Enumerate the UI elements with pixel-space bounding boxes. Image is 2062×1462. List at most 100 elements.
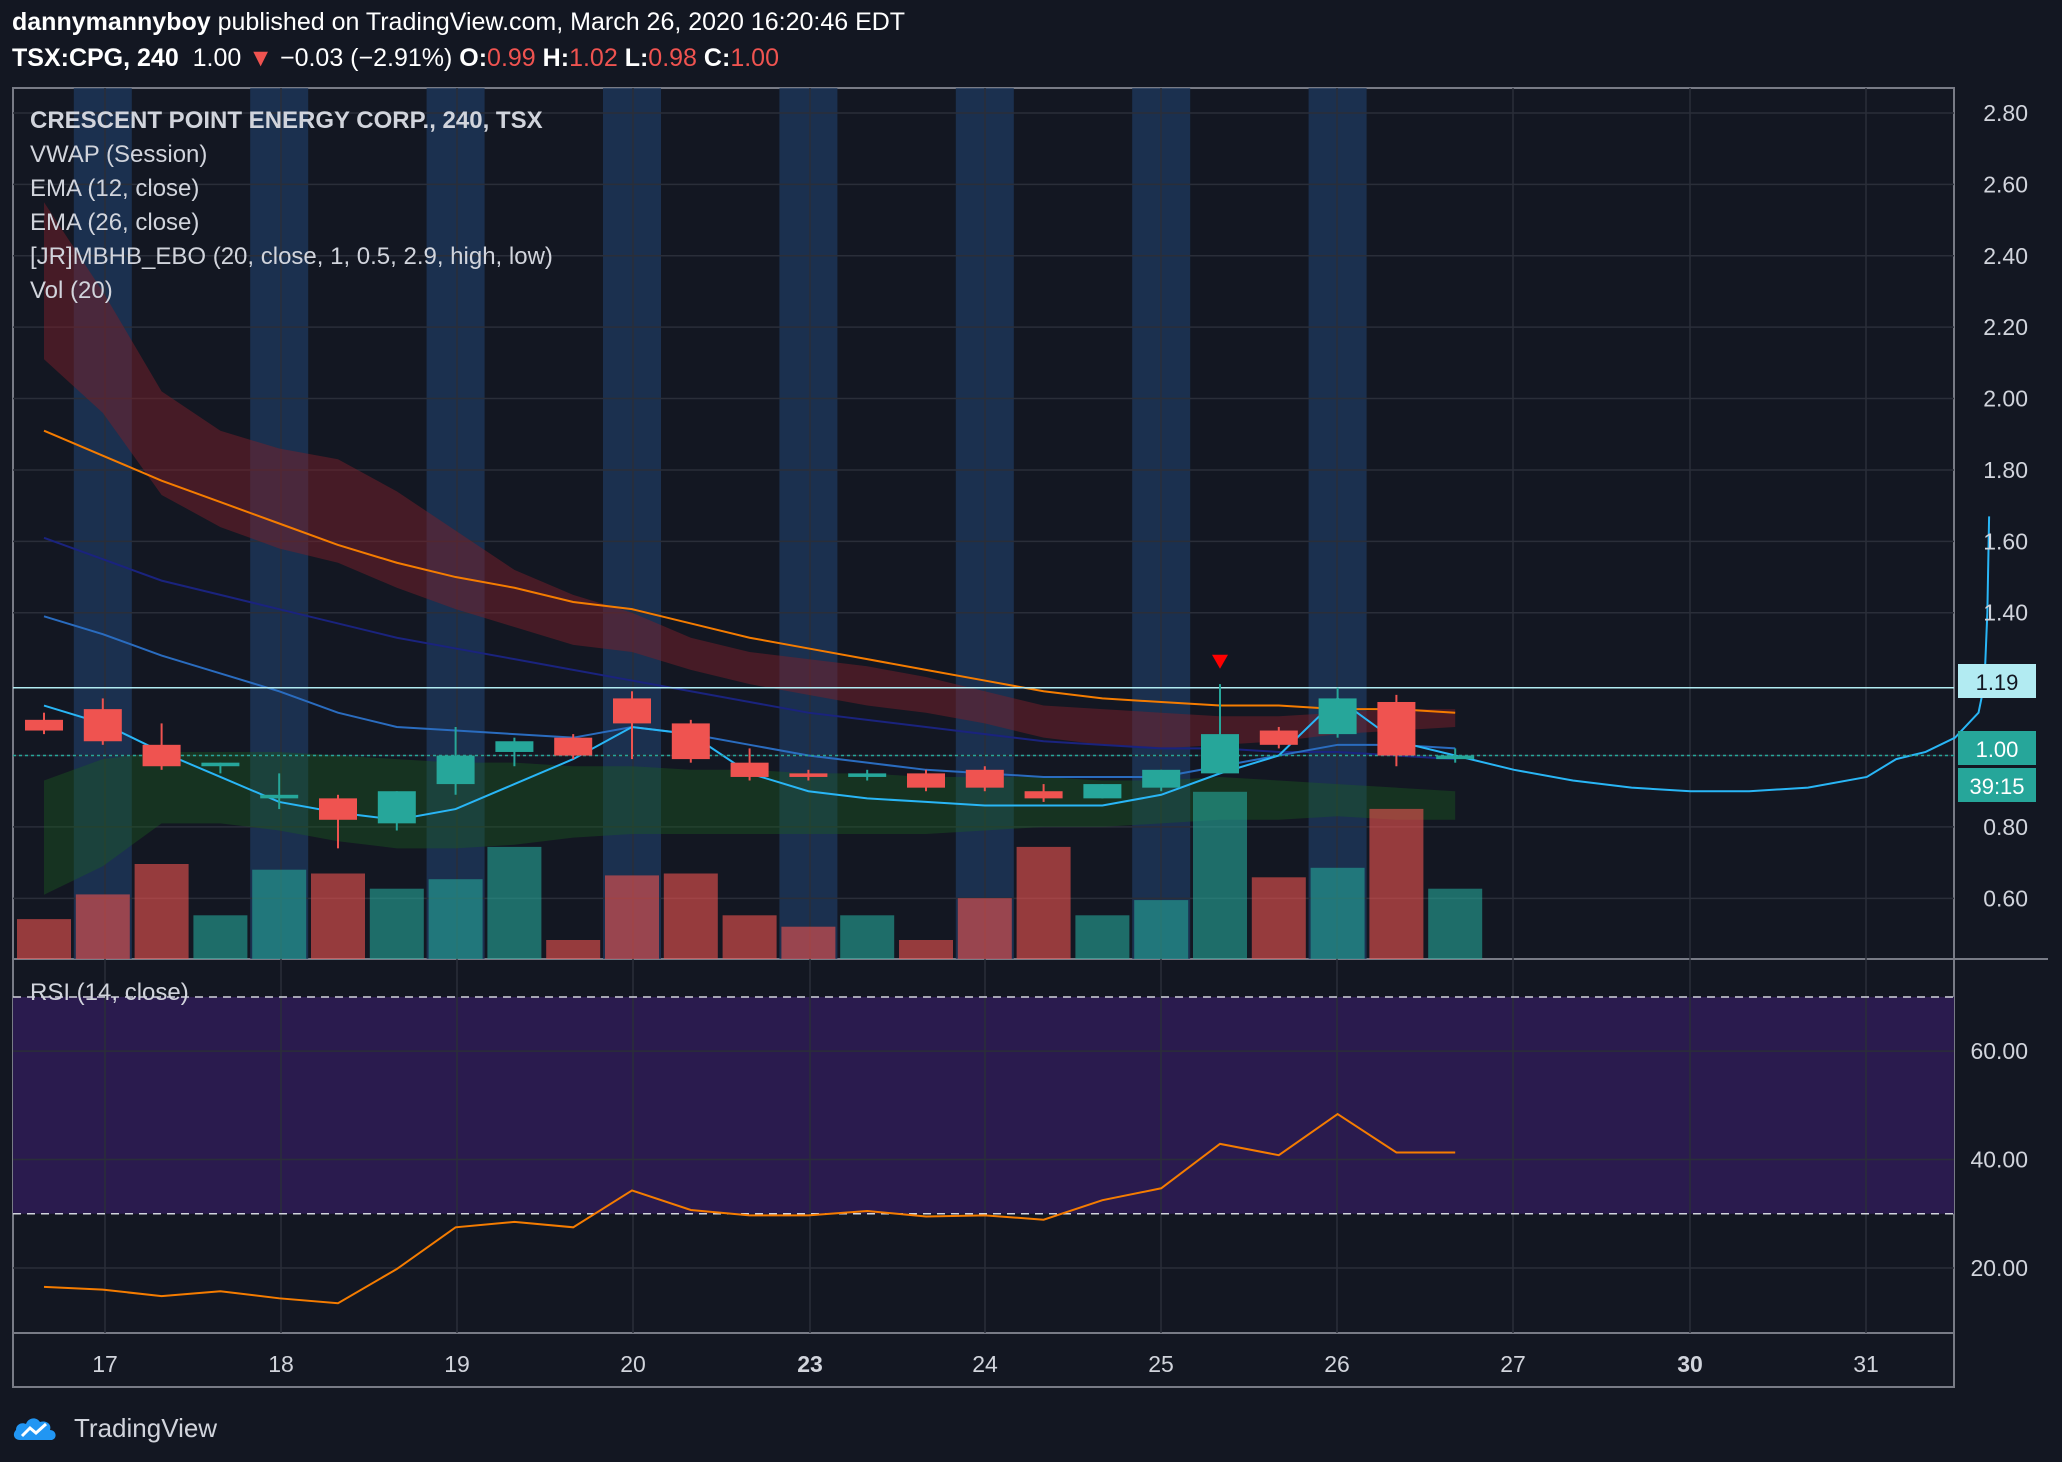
rsi-line	[43, 1112, 1456, 1305]
candle-body	[730, 762, 769, 777]
low-label: L:	[624, 44, 649, 72]
legend-volume[interactable]: Vol (20)	[30, 277, 113, 304]
candle-body	[554, 737, 593, 756]
rsi-tick-label: 20.00	[1970, 1255, 2028, 1281]
rsi-tick-label: 40.00	[1970, 1147, 2028, 1173]
volume-bar	[1310, 867, 1365, 959]
time-tick-label: 17	[92, 1351, 118, 1377]
ebo-upper-band	[44, 202, 1456, 749]
session-highlight	[779, 88, 838, 959]
price-tick-label: 2.00	[1983, 386, 2028, 412]
open-value: 0.99	[487, 44, 536, 72]
candle-body	[83, 709, 122, 742]
close-label: C:	[703, 44, 731, 72]
volume-bar	[840, 915, 895, 959]
candle-body	[671, 723, 710, 760]
volume-bar	[369, 888, 424, 959]
time-tick-label: 23	[797, 1351, 823, 1377]
candle-body	[848, 773, 887, 777]
price-tick-label: 2.60	[1983, 171, 2028, 197]
price-legend: CRESCENT POINT ENERGY CORP., 240, TSX VW…	[30, 107, 553, 304]
time-tick-label: 30	[1677, 1351, 1703, 1377]
legend-title[interactable]: CRESCENT POINT ENERGY CORP., 240, TSX	[30, 107, 543, 134]
session-highlight	[603, 88, 661, 959]
candle-body	[965, 769, 1004, 788]
bar-countdown-text: 39:15	[1969, 774, 2024, 799]
symbol-interval: TSX:CPG, 240	[12, 44, 179, 72]
resistance-price-tag: 1.19	[1958, 664, 2036, 698]
rsi-legend[interactable]: RSI (14, close)	[30, 979, 189, 1006]
time-tick-label: 19	[444, 1351, 470, 1377]
last-price-tag-text: 1.00	[1976, 737, 2019, 762]
price-tick-label: 0.60	[1983, 885, 2028, 911]
volume-bar	[1428, 888, 1483, 959]
volume-bar	[1369, 808, 1424, 959]
candle-body	[1024, 791, 1063, 799]
price-pane[interactable]	[13, 88, 1991, 959]
high-label: H:	[542, 44, 570, 72]
volume-bar	[17, 919, 71, 959]
time-tick-label: 26	[1324, 1351, 1350, 1377]
rsi-pane[interactable]	[13, 959, 1954, 1333]
candle-body	[1083, 784, 1122, 799]
candle-body	[1142, 769, 1181, 788]
price-tick-label: 2.80	[1983, 100, 2028, 126]
legend-ema12[interactable]: EMA (12, close)	[30, 175, 199, 202]
volume-bar	[899, 940, 953, 959]
volume-bar	[252, 869, 307, 959]
candle-body	[1436, 755, 1475, 760]
author-name[interactable]: dannymannyboy	[12, 8, 211, 36]
last-price-tag: 1.00 39:15	[1958, 731, 2036, 802]
candle-body	[907, 773, 945, 788]
candle-body	[1318, 698, 1357, 735]
volume-bar	[663, 873, 718, 959]
volume-bar	[1016, 846, 1071, 959]
candle-body	[25, 719, 63, 731]
brand-name: TradingView	[74, 1412, 218, 1443]
published-text: published on TradingView.com, March 26, …	[217, 8, 906, 36]
volume-bar	[957, 898, 1012, 959]
volume-bar	[193, 915, 248, 959]
volume-bar	[75, 894, 130, 959]
volume-bar	[1075, 915, 1130, 959]
candle-body	[495, 741, 534, 752]
candle-body	[142, 744, 181, 767]
time-tick-label: 25	[1148, 1351, 1174, 1377]
symbol-ohlc-header: TSX:CPG, 240 1.00 ▼ −0.03 (−2.91%) O:0.9…	[12, 44, 779, 73]
time-tick-label: 18	[268, 1351, 294, 1377]
tradingview-logo[interactable]: TradingView	[12, 1408, 217, 1448]
volume-bar	[134, 864, 189, 959]
tradingview-cloud-icon	[13, 1418, 56, 1440]
price-tick-label: 1.40	[1983, 600, 2028, 626]
candle-body	[377, 791, 416, 824]
low-value: 0.98	[648, 44, 697, 72]
volume-bar	[1251, 877, 1306, 959]
resistance-tag-text: 1.19	[1976, 670, 2019, 695]
axes: 2.80 2.60 2.40 2.20 2.00 1.80 1.60 1.40 1.00 0.80…	[92, 100, 2028, 1377]
price-tick-label: 0.80	[1983, 814, 2028, 840]
legend-ema26[interactable]: EMA (26, close)	[30, 209, 199, 236]
price-tick-label: 1.60	[1983, 528, 2028, 554]
volume-bar	[311, 873, 365, 959]
change-down-icon: ▼	[248, 44, 274, 72]
sell-signal-icon	[1212, 654, 1228, 669]
price-tick-label: 2.40	[1983, 243, 2028, 269]
candle-body	[1201, 734, 1239, 774]
publish-header: dannymannyboy published on TradingView.c…	[12, 8, 905, 37]
volume-bar	[428, 879, 483, 959]
rsi-tick-label: 60.00	[1970, 1038, 2028, 1064]
last-price: 1.00	[192, 44, 242, 72]
time-tick-label: 20	[620, 1351, 646, 1377]
time-tick-label: 31	[1853, 1351, 1879, 1377]
volume-bar	[1193, 791, 1247, 959]
price-tick-label: 1.80	[1983, 457, 2028, 483]
candle-body	[436, 755, 475, 785]
candle-body	[201, 762, 240, 767]
time-tick-label: 27	[1500, 1351, 1526, 1377]
price-tick-label: 2.20	[1983, 314, 2028, 340]
volume-bar	[546, 940, 601, 959]
legend-ebo[interactable]: [JR]MBHB_EBO (20, close, 1, 0.5, 2.9, hi…	[30, 243, 553, 270]
legend-vwap[interactable]: VWAP (Session)	[30, 141, 207, 168]
volume-bar	[722, 915, 777, 959]
